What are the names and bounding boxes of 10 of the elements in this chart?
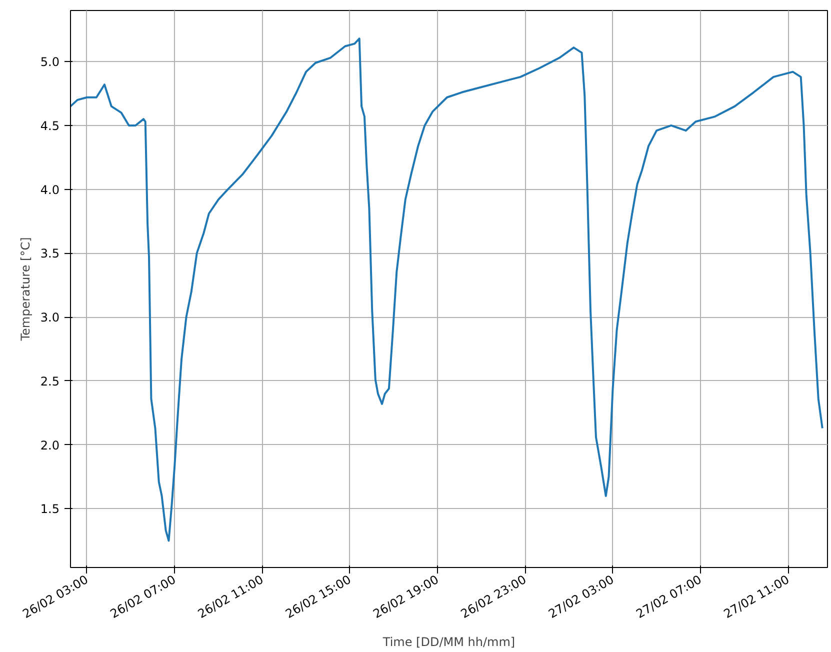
y-tick-label: 2.5	[40, 374, 60, 388]
y-tick-label: 4.5	[40, 118, 60, 133]
y-tick-label: 3.0	[40, 310, 60, 325]
y-tick-label: 1.5	[40, 502, 60, 516]
y-tick-label: 3.5	[40, 246, 60, 261]
x-axis-title: Time [DD/MM hh/mm]	[382, 635, 516, 650]
y-tick-label: 2.0	[40, 438, 60, 452]
y-axis-title: Temperature [°C]	[18, 237, 32, 342]
y-tick-label: 5.0	[40, 55, 60, 70]
y-tick-label: 4.0	[40, 182, 60, 197]
